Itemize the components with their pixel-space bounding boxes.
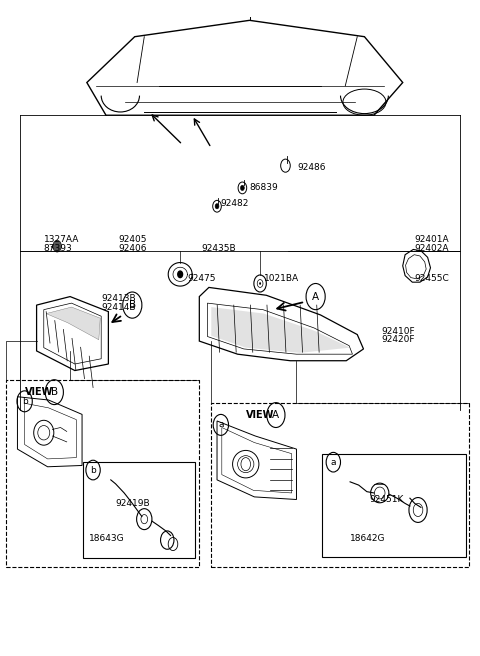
- Text: 92402A: 92402A: [415, 243, 449, 253]
- Text: 18642G: 18642G: [350, 534, 385, 543]
- Text: A: A: [272, 410, 279, 420]
- Text: b: b: [90, 466, 96, 474]
- Text: b: b: [22, 397, 27, 406]
- Text: 18643G: 18643G: [89, 534, 125, 543]
- Text: 92405: 92405: [118, 235, 146, 244]
- Text: 92401A: 92401A: [415, 235, 449, 244]
- Text: VIEW: VIEW: [246, 410, 274, 420]
- Text: 86839: 86839: [250, 183, 278, 192]
- Text: 1021BA: 1021BA: [264, 274, 299, 283]
- Text: a: a: [331, 458, 336, 466]
- Text: 92406: 92406: [118, 243, 146, 253]
- Text: 92451K: 92451K: [369, 495, 404, 504]
- Circle shape: [240, 185, 244, 190]
- Text: 92414B: 92414B: [101, 302, 136, 312]
- Text: VIEW: VIEW: [24, 387, 53, 397]
- Circle shape: [215, 203, 219, 209]
- Text: 92419B: 92419B: [116, 499, 150, 508]
- Polygon shape: [46, 307, 100, 340]
- Text: 92482: 92482: [221, 199, 249, 208]
- Polygon shape: [211, 307, 350, 353]
- Text: 92435B: 92435B: [202, 243, 236, 253]
- Text: 92410F: 92410F: [381, 327, 415, 336]
- Text: A: A: [312, 291, 319, 302]
- Text: 1327AA: 1327AA: [44, 235, 79, 244]
- Text: 87393: 87393: [44, 243, 72, 253]
- Text: B: B: [51, 387, 58, 397]
- Text: 92475: 92475: [187, 274, 216, 283]
- Polygon shape: [51, 243, 60, 250]
- Circle shape: [178, 271, 182, 277]
- Text: a: a: [218, 420, 224, 430]
- Text: B: B: [129, 300, 136, 310]
- Circle shape: [53, 240, 61, 252]
- Text: 92420F: 92420F: [381, 335, 415, 344]
- Text: 92455C: 92455C: [415, 274, 449, 283]
- Text: 92413B: 92413B: [101, 294, 136, 303]
- Circle shape: [259, 282, 261, 285]
- Text: 92486: 92486: [298, 163, 326, 172]
